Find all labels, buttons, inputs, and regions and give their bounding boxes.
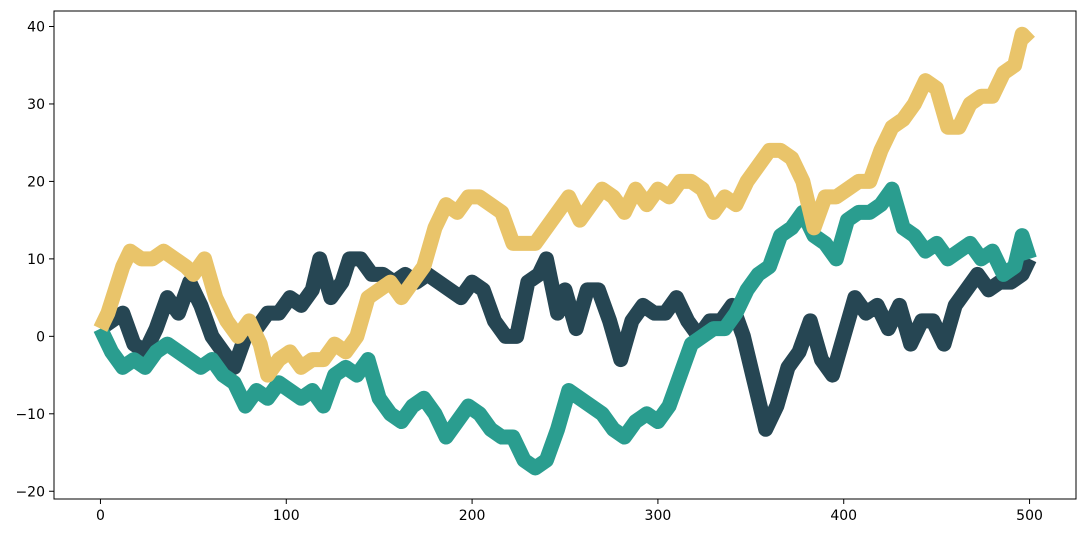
x-tick-label: 100: [273, 508, 300, 524]
x-tick-label: 300: [645, 508, 672, 524]
series-line-3: [93, 26, 1035, 383]
y-tick-label: 30: [27, 97, 45, 113]
x-tick-label: 500: [1016, 508, 1043, 524]
series-group: [93, 26, 1037, 476]
x-tick-label: 0: [96, 508, 105, 524]
y-tick-label: 10: [27, 252, 45, 268]
y-tick-label: −20: [15, 484, 45, 500]
y-tick-label: 0: [36, 329, 45, 345]
y-tick-label: 40: [27, 19, 45, 35]
x-tick-label: 400: [830, 508, 857, 524]
y-tick-label: −10: [15, 407, 45, 423]
y-tick-label: 20: [27, 174, 45, 190]
plot-frame: [53, 10, 1077, 500]
series-line-2: [93, 181, 1037, 476]
x-tick-label: 200: [459, 508, 486, 524]
